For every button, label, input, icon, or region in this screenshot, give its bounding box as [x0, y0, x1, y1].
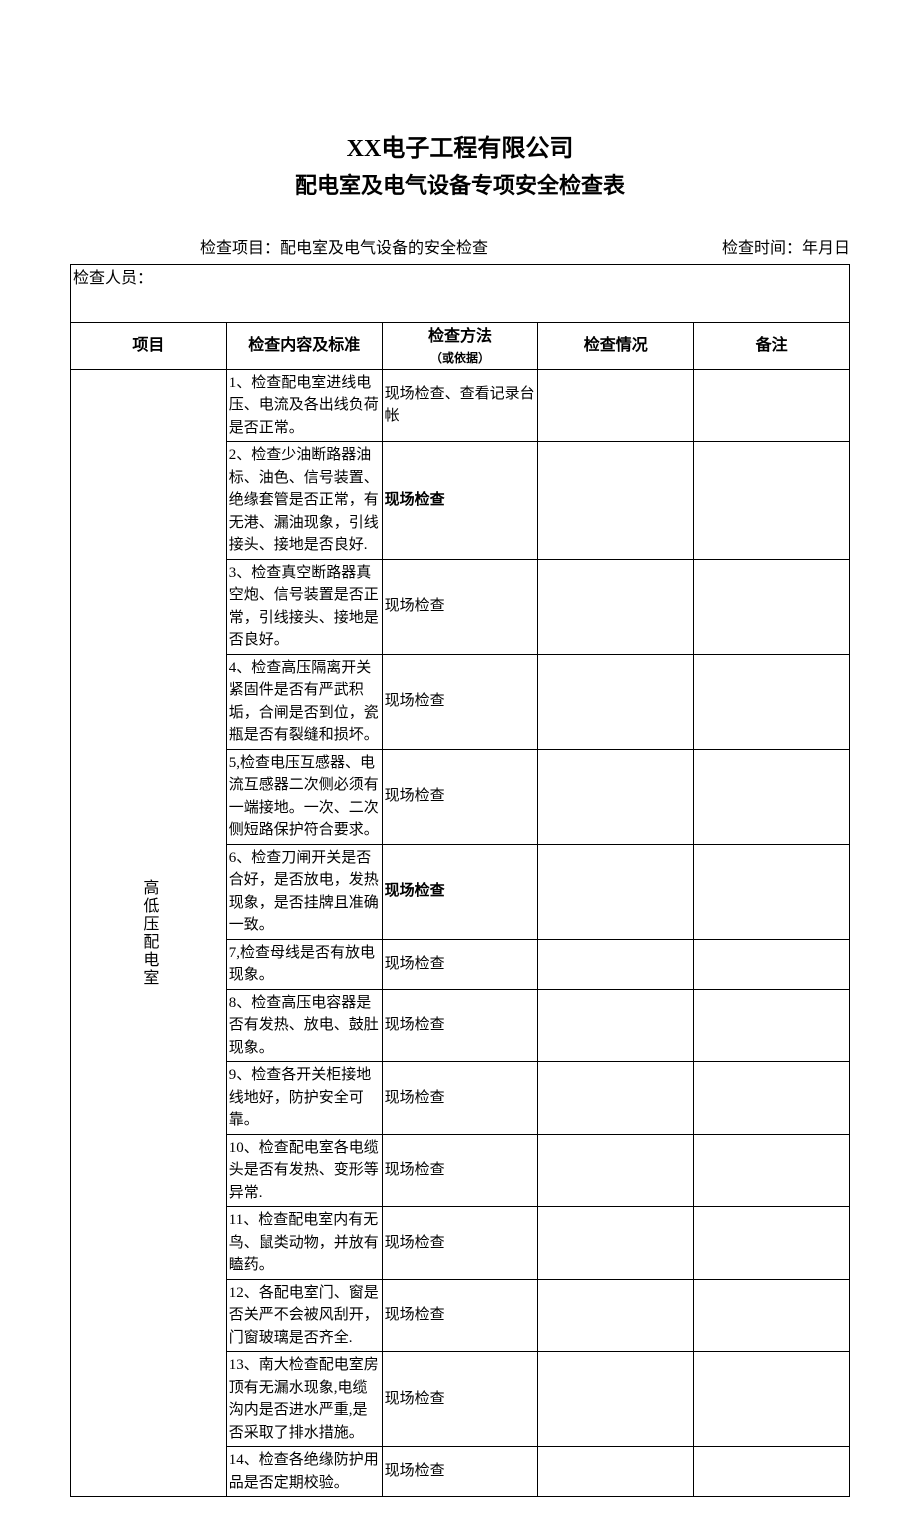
inspection-table: 检查人员： 项目 检查内容及标准 检查方法 （或依据） 检查情况 备注 高低压配… [70, 264, 850, 1498]
content-cell: 3、检查真空断路器真空炮、信号装置是否正常，引线接头、接地是否良好。 [226, 559, 382, 654]
method-cell: 现场检查 [382, 989, 538, 1062]
inspector-row: 检查人员： [71, 264, 850, 322]
method-cell: 现场检查、查看记录台帐 [382, 369, 538, 442]
status-cell [538, 1447, 694, 1497]
note-cell [694, 939, 850, 989]
note-cell [694, 1207, 850, 1280]
content-cell: 2、检查少油断路器油标、油色、信号装置、绝缘套管是否正常，有无港、漏油现象，引线… [226, 442, 382, 560]
method-header-main: 检查方法 [428, 328, 492, 345]
note-cell [694, 1279, 850, 1352]
status-cell [538, 369, 694, 442]
status-cell [538, 442, 694, 560]
method-header-sub: （或依据） [385, 349, 536, 367]
status-cell [538, 939, 694, 989]
method-cell: 现场检查 [382, 939, 538, 989]
header-line: 检查项目：配电室及电气设备的安全检查 检查时间：年月日 [70, 234, 850, 258]
note-cell [694, 749, 850, 844]
note-cell [694, 844, 850, 939]
content-cell: 9、检查各开关柜接地线地好，防护安全可靠。 [226, 1062, 382, 1135]
form-title: 配电室及电气设备专项安全检查表 [70, 168, 850, 203]
inspector-cell: 检查人员： [71, 264, 850, 322]
check-time-label: 检查时间：年月日 [722, 234, 850, 258]
status-cell [538, 1134, 694, 1207]
note-cell [694, 989, 850, 1062]
method-cell: 现场检查 [382, 1279, 538, 1352]
col-header-note: 备注 [694, 322, 850, 369]
content-cell: 5,检查电压互感器、电流互感器二次侧必须有一端接地。一次、二次侧短路保护符合要求… [226, 749, 382, 844]
check-project-label: 检查项目：配电室及电气设备的安全检查 [200, 234, 722, 258]
content-cell: 7,检查母线是否有放电现象。 [226, 939, 382, 989]
method-cell: 现场检查 [382, 654, 538, 749]
note-cell [694, 1062, 850, 1135]
content-cell: 6、检查刀闸开关是否合好，是否放电，发热现象，是否挂牌且准确一致。 [226, 844, 382, 939]
method-cell: 现场检查 [382, 1352, 538, 1447]
content-cell: 10、检查配电室各电缆头是否有发热、变形等异常. [226, 1134, 382, 1207]
category-cell: 高低压配电室 [71, 369, 227, 1497]
note-cell [694, 559, 850, 654]
method-cell: 现场检查 [382, 442, 538, 560]
note-cell [694, 1352, 850, 1447]
method-cell: 现场检查 [382, 1447, 538, 1497]
company-title: XX电子工程有限公司 [70, 130, 850, 168]
content-cell: 8、检查高压电容器是否有发热、放电、鼓肚现象。 [226, 989, 382, 1062]
status-cell [538, 1207, 694, 1280]
method-cell: 现场检查 [382, 749, 538, 844]
category-label: 高低压配电室 [136, 879, 160, 987]
method-cell: 现场检查 [382, 1134, 538, 1207]
note-cell [694, 369, 850, 442]
content-cell: 12、各配电室门、窗是否关严不会被风刮开，门窗玻璃是否齐全. [226, 1279, 382, 1352]
note-cell [694, 442, 850, 560]
status-cell [538, 654, 694, 749]
status-cell [538, 1279, 694, 1352]
header-row: 项目 检查内容及标准 检查方法 （或依据） 检查情况 备注 [71, 322, 850, 369]
method-cell: 现场检查 [382, 844, 538, 939]
status-cell [538, 559, 694, 654]
content-cell: 11、检查配电室内有无鸟、鼠类动物，并放有瞌药。 [226, 1207, 382, 1280]
status-cell [538, 989, 694, 1062]
col-header-method: 检查方法 （或依据） [382, 322, 538, 369]
status-cell [538, 1062, 694, 1135]
method-cell: 现场检查 [382, 1207, 538, 1280]
note-cell [694, 1447, 850, 1497]
status-cell [538, 844, 694, 939]
status-cell [538, 1352, 694, 1447]
col-header-project: 项目 [71, 322, 227, 369]
content-cell: 14、检查各绝缘防护用品是否定期校验。 [226, 1447, 382, 1497]
note-cell [694, 1134, 850, 1207]
col-header-content: 检查内容及标准 [226, 322, 382, 369]
note-cell [694, 654, 850, 749]
content-cell: 1、检查配电室进线电压、电流及各出线负荷是否正常。 [226, 369, 382, 442]
method-cell: 现场检查 [382, 1062, 538, 1135]
table-row: 高低压配电室 1、检查配电室进线电压、电流及各出线负荷是否正常。 现场检查、查看… [71, 369, 850, 442]
status-cell [538, 749, 694, 844]
content-cell: 4、检查高压隔离开关紧固件是否有严武积垢，合闸是否到位，瓷瓶是否有裂缝和损坏。 [226, 654, 382, 749]
method-cell: 现场检查 [382, 559, 538, 654]
content-cell: 13、南大检查配电室房顶有无漏水现象,电缆沟内是否进水严重,是否采取了排水措施。 [226, 1352, 382, 1447]
col-header-status: 检查情况 [538, 322, 694, 369]
